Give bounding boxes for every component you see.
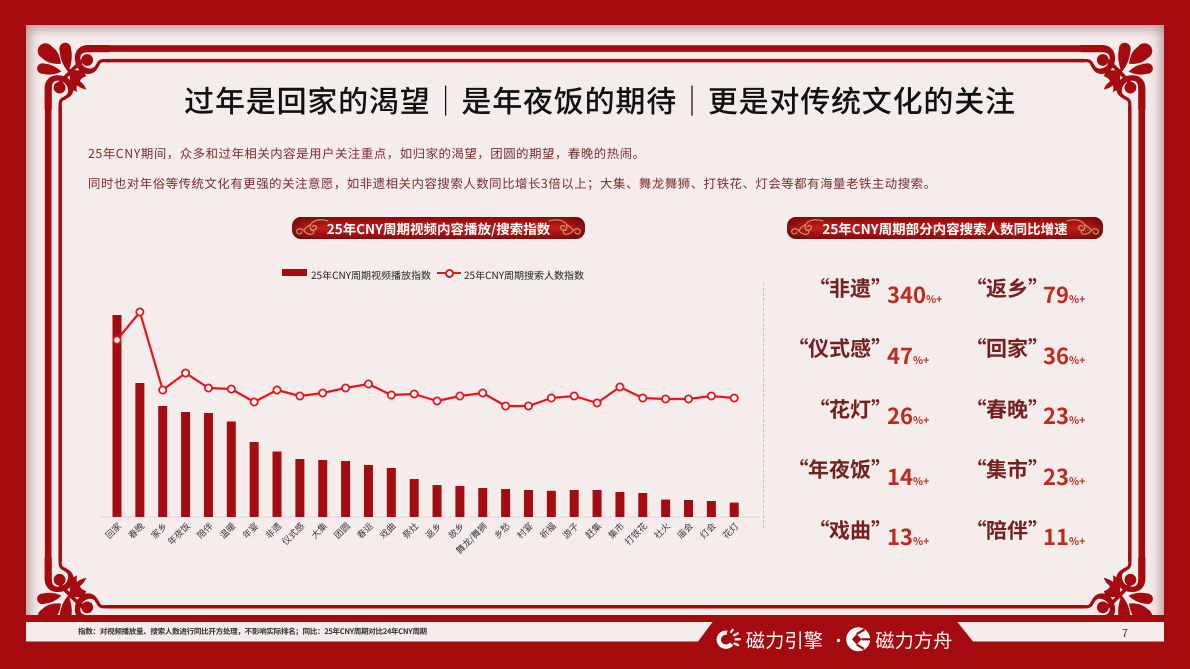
svg-text:乡愁: 乡愁 bbox=[491, 519, 513, 541]
svg-text:磁力方舟: 磁力方舟 bbox=[875, 626, 952, 654]
svg-text:温暖: 温暖 bbox=[216, 519, 238, 541]
svg-text:返乡: 返乡 bbox=[422, 519, 444, 541]
svg-text:祈福: 祈福 bbox=[537, 519, 559, 541]
svg-text:陪伴: 陪伴 bbox=[194, 519, 216, 541]
svg-text:回家: 回家 bbox=[102, 519, 124, 541]
svg-text:年夜饭: 年夜饭 bbox=[164, 519, 192, 547]
svg-text:戏曲: 戏曲 bbox=[377, 519, 399, 541]
svg-text:春晚: 春晚 bbox=[125, 519, 147, 541]
svg-text:大集: 大集 bbox=[308, 519, 330, 541]
svg-text:社火: 社火 bbox=[651, 519, 673, 541]
svg-text:·: · bbox=[831, 628, 847, 652]
svg-text:年宴: 年宴 bbox=[239, 519, 261, 541]
svg-text:赶集: 赶集 bbox=[582, 519, 604, 541]
svg-text:村宴: 村宴 bbox=[514, 519, 536, 541]
svg-text:打铁花: 打铁花 bbox=[622, 519, 650, 547]
svg-text:仪式感: 仪式感 bbox=[279, 519, 307, 547]
svg-text:祭灶: 祭灶 bbox=[399, 519, 421, 541]
svg-text:春运: 春运 bbox=[354, 519, 376, 541]
svg-text:团圆: 团圆 bbox=[331, 519, 353, 541]
svg-text:磁力引擎: 磁力引擎 bbox=[746, 626, 823, 654]
svg-text:游子: 游子 bbox=[559, 519, 581, 541]
